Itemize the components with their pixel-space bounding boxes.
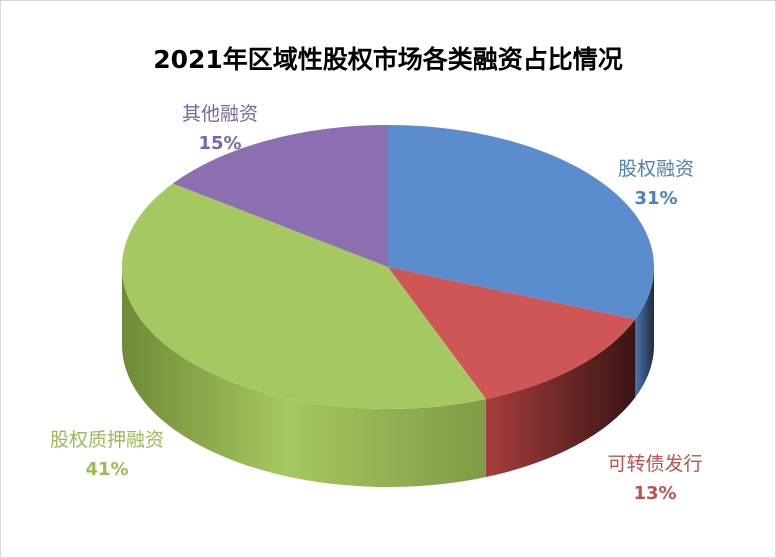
pie-slice-convertible	[388, 267, 636, 400]
pie-slice-other	[172, 125, 388, 267]
pie-side-equity	[635, 267, 654, 398]
slice-label-pledge: 股权质押融资 41%	[49, 429, 164, 480]
chart-title: 2021年区域性股权市场各类融资占比情况	[153, 45, 623, 74]
slice-label-other: 其他融资 15%	[181, 103, 258, 154]
pie-slice-equity	[388, 125, 654, 320]
pie-slice-pledge	[121, 183, 486, 409]
slice-label-equity: 股权融资 31%	[617, 158, 694, 209]
pie-side-pledge	[122, 267, 486, 487]
pie-side-convertible	[485, 319, 636, 478]
slice-label-convertible: 可转债发行 13%	[607, 453, 703, 504]
